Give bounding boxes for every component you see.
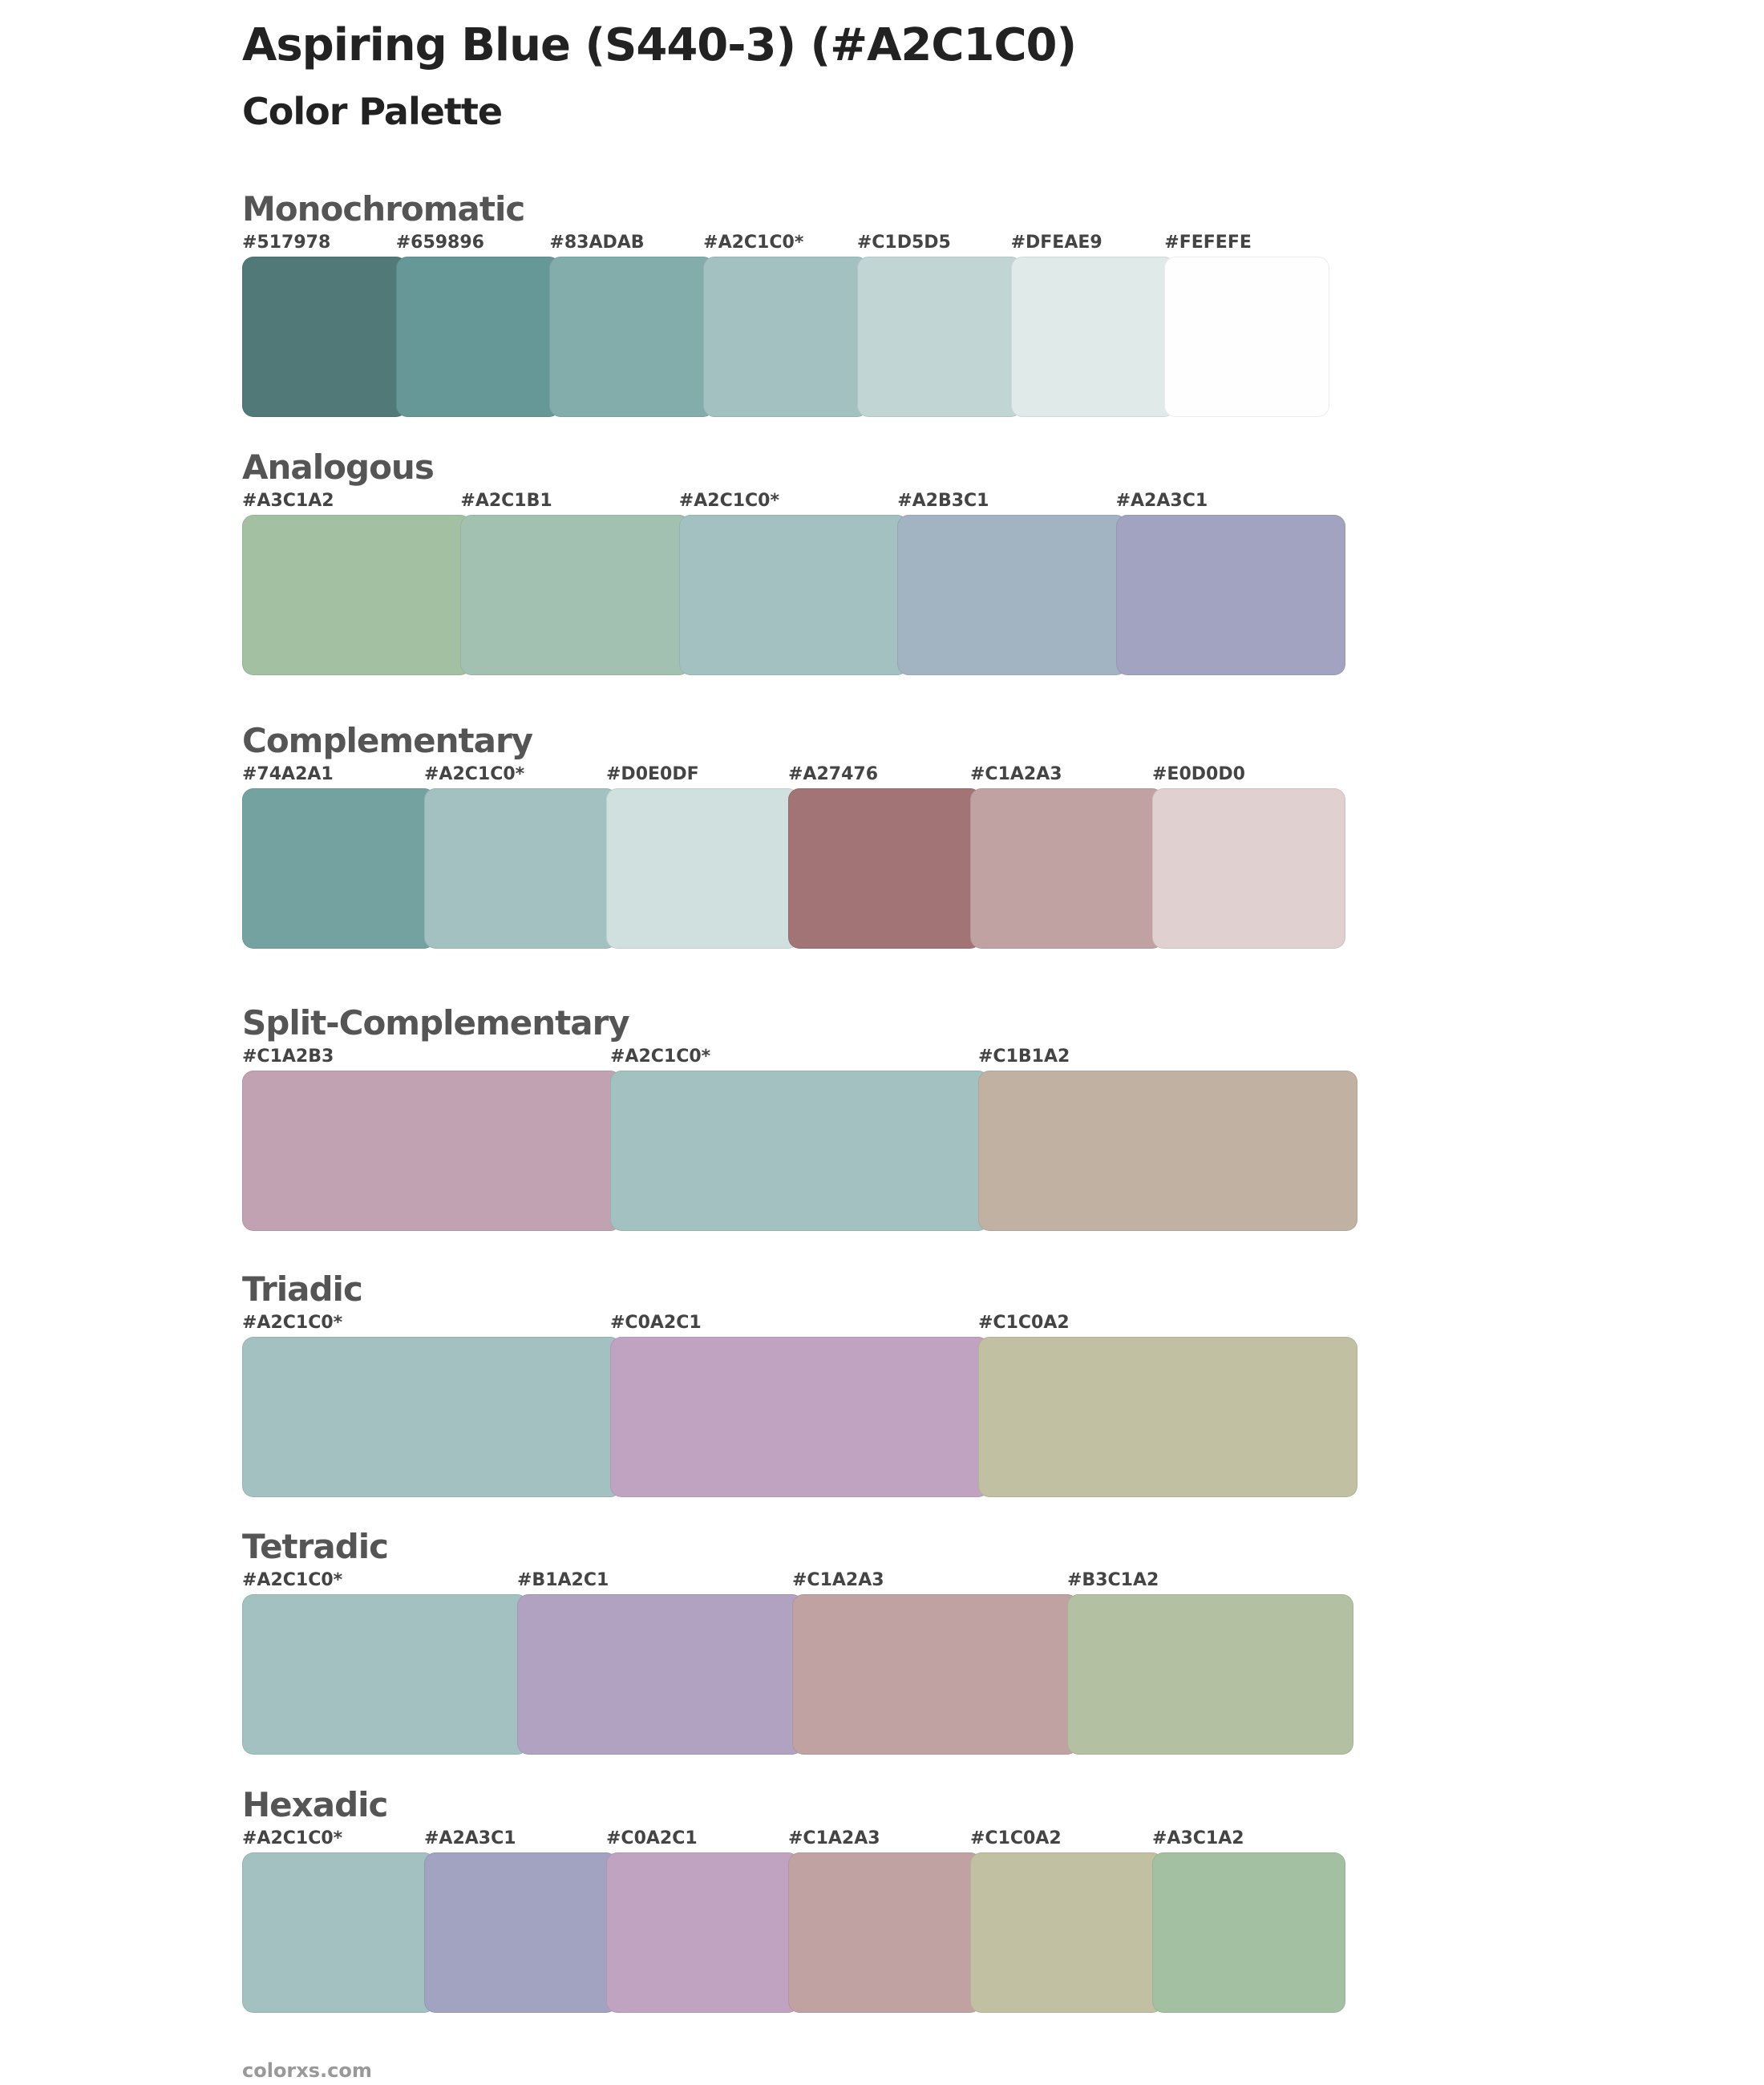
swatch-hex-label: #A2B3C1 — [897, 491, 989, 511]
swatch-color-box[interactable] — [610, 1071, 989, 1231]
swatch-color-box[interactable] — [606, 788, 799, 949]
section-title: Monochromatic — [242, 189, 525, 229]
swatch-hex-label: #A2C1C0* — [610, 1047, 711, 1067]
section-title: Complementary — [242, 721, 533, 760]
swatch-color-box[interactable] — [242, 1594, 528, 1755]
swatch-hex-label: #A2C1C0* — [678, 491, 779, 511]
swatch-color-box[interactable] — [970, 1852, 1163, 2013]
section-title: Hexadic — [242, 1785, 388, 1824]
section-title: Analogous — [242, 447, 435, 487]
swatch-hex-label: #B1A2C1 — [517, 1570, 609, 1590]
swatch-color-box[interactable] — [424, 1852, 617, 2013]
swatch-hex-label: #A2A3C1 — [1115, 491, 1208, 511]
swatch-hex-label: #C1B1A2 — [978, 1047, 1070, 1067]
swatch-color-box[interactable] — [242, 257, 407, 417]
swatch-color-box[interactable] — [242, 515, 472, 675]
swatch-hex-label: #A3C1A2 — [1152, 1828, 1244, 1848]
swatch-hex-label: #E0D0D0 — [1152, 764, 1245, 784]
swatch-hex-label: #A2C1C0* — [703, 233, 804, 253]
swatch-hex-label: #FEFEFE — [1164, 233, 1252, 253]
swatch-color-box[interactable] — [978, 1337, 1357, 1497]
swatch-hex-label: #C1A2A3 — [970, 764, 1062, 784]
swatch-hex-label: #A2C1C0* — [242, 1828, 343, 1848]
swatch-color-box[interactable] — [424, 788, 617, 949]
page-subtitle: Color Palette — [242, 90, 503, 133]
swatch-hex-label: #83ADAB — [549, 233, 645, 253]
footer-site-link[interactable]: colorxs.com — [242, 2059, 372, 2082]
section-title: Tetradic — [242, 1527, 389, 1566]
swatch-hex-label: #C1D5D5 — [856, 233, 951, 253]
swatch-color-box[interactable] — [242, 1852, 435, 2013]
swatch-color-box[interactable] — [978, 1071, 1357, 1231]
swatch-color-box[interactable] — [1010, 257, 1176, 417]
page-title: Aspiring Blue (S440-3) (#A2C1C0) — [242, 19, 1077, 71]
swatch-hex-label: #C1A2A3 — [792, 1570, 884, 1590]
swatch-color-box[interactable] — [856, 257, 1022, 417]
swatch-hex-label: #A2C1C0* — [242, 1313, 343, 1333]
swatch-hex-label: #517978 — [242, 233, 331, 253]
swatch-color-box[interactable] — [1152, 788, 1345, 949]
swatch-color-box[interactable] — [897, 515, 1127, 675]
swatch-hex-label: #C1A2A3 — [788, 1828, 880, 1848]
swatch-hex-label: #A3C1A2 — [242, 491, 334, 511]
swatch-color-box[interactable] — [1152, 1852, 1345, 2013]
swatch-hex-label: #C0A2C1 — [610, 1313, 702, 1333]
swatch-color-box[interactable] — [1115, 515, 1345, 675]
swatch-color-box[interactable] — [678, 515, 909, 675]
swatch-color-box[interactable] — [460, 515, 690, 675]
swatch-color-box[interactable] — [242, 1071, 621, 1231]
swatch-color-box[interactable] — [788, 788, 981, 949]
swatch-hex-label: #C1A2B3 — [242, 1047, 334, 1067]
swatch-color-box[interactable] — [970, 788, 1163, 949]
swatch-color-box[interactable] — [606, 1852, 799, 2013]
swatch-hex-label: #A2C1C0* — [424, 764, 525, 784]
swatch-hex-label: #C1C0A2 — [978, 1313, 1070, 1333]
swatch-hex-label: #659896 — [395, 233, 484, 253]
swatch-hex-label: #74A2A1 — [242, 764, 334, 784]
swatch-color-box[interactable] — [1067, 1594, 1353, 1755]
swatch-color-box[interactable] — [792, 1594, 1078, 1755]
swatch-color-box[interactable] — [242, 1337, 621, 1497]
swatch-hex-label: #A27476 — [788, 764, 878, 784]
swatch-hex-label: #A2A3C1 — [424, 1828, 516, 1848]
swatch-color-box[interactable] — [703, 257, 868, 417]
section-title: Triadic — [242, 1269, 363, 1309]
swatch-hex-label: #A2C1C0* — [242, 1570, 343, 1590]
swatch-color-box[interactable] — [610, 1337, 989, 1497]
swatch-color-box[interactable] — [549, 257, 715, 417]
swatch-color-box[interactable] — [788, 1852, 981, 2013]
swatch-color-box[interactable] — [517, 1594, 803, 1755]
swatch-hex-label: #B3C1A2 — [1067, 1570, 1159, 1590]
swatch-hex-label: #C0A2C1 — [606, 1828, 698, 1848]
swatch-hex-label: #D0E0DF — [606, 764, 699, 784]
swatch-hex-label: #A2C1B1 — [460, 491, 552, 511]
swatch-color-box[interactable] — [1164, 257, 1329, 417]
section-title: Split-Complementary — [242, 1003, 630, 1042]
swatch-color-box[interactable] — [395, 257, 561, 417]
swatch-hex-label: #C1C0A2 — [970, 1828, 1062, 1848]
swatch-color-box[interactable] — [242, 788, 435, 949]
swatch-hex-label: #DFEAE9 — [1010, 233, 1102, 253]
